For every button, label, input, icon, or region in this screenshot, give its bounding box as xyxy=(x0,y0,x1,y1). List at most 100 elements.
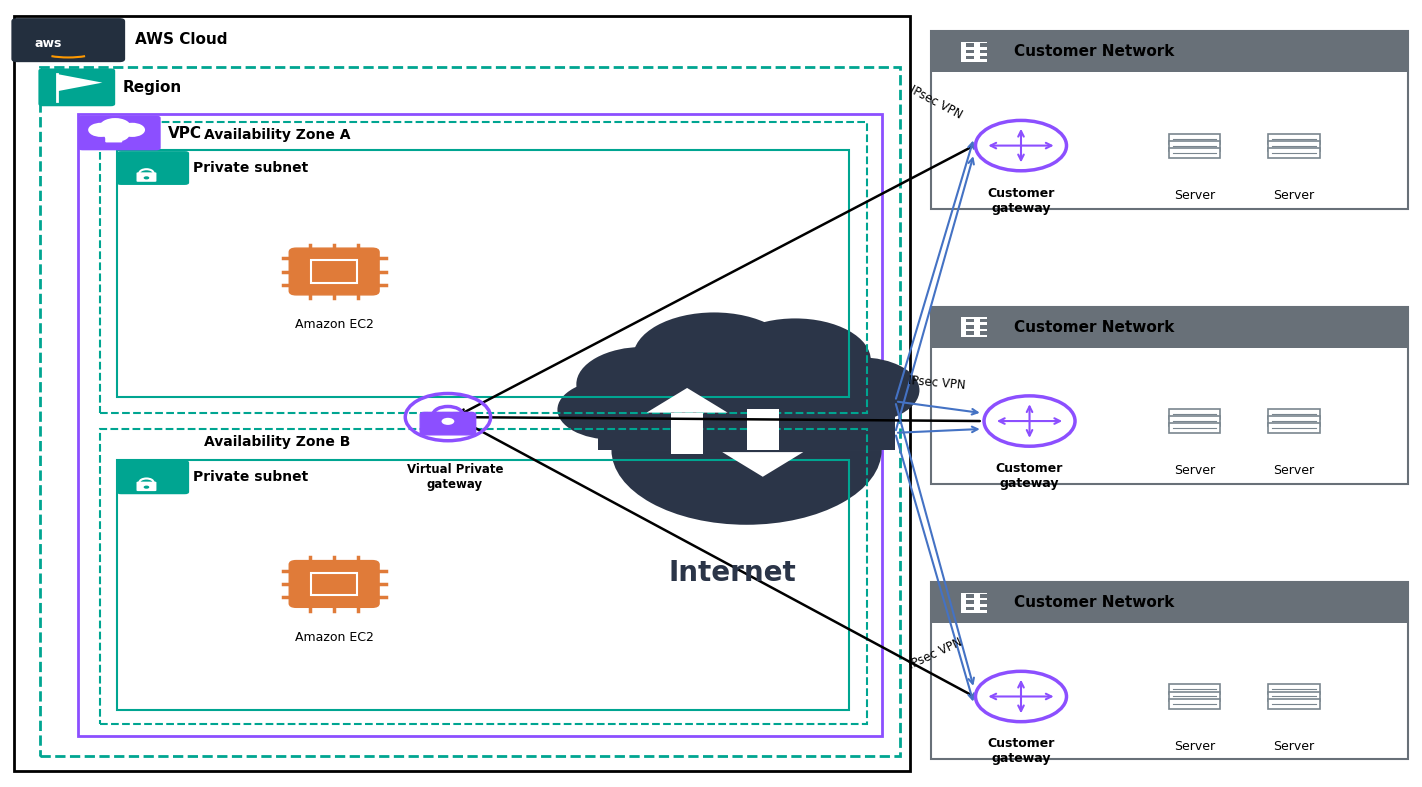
Bar xyxy=(961,42,987,62)
Bar xyxy=(1268,148,1320,157)
Bar xyxy=(1169,699,1220,708)
Wedge shape xyxy=(611,450,882,525)
Bar xyxy=(117,150,849,397)
Bar xyxy=(747,408,779,449)
Bar xyxy=(961,317,987,338)
Bar xyxy=(1169,134,1220,143)
Text: VPC: VPC xyxy=(168,125,202,141)
FancyBboxPatch shape xyxy=(117,151,189,185)
Bar xyxy=(981,50,988,54)
FancyBboxPatch shape xyxy=(38,68,115,106)
Text: Amazon EC2: Amazon EC2 xyxy=(294,631,374,644)
Text: IPsec VPN: IPsec VPN xyxy=(909,375,966,392)
FancyBboxPatch shape xyxy=(289,560,380,608)
Bar xyxy=(981,600,988,604)
Text: Private subnet: Private subnet xyxy=(193,161,309,175)
Text: Customer Network: Customer Network xyxy=(1014,320,1175,335)
FancyBboxPatch shape xyxy=(421,412,475,434)
Text: Virtual Private
gateway: Virtual Private gateway xyxy=(407,463,503,491)
Bar xyxy=(931,307,1408,348)
Polygon shape xyxy=(722,452,803,477)
Circle shape xyxy=(119,123,145,137)
Bar xyxy=(967,319,974,322)
Circle shape xyxy=(104,127,129,142)
FancyBboxPatch shape xyxy=(137,172,156,182)
Circle shape xyxy=(144,486,149,489)
Bar xyxy=(931,582,1408,623)
Circle shape xyxy=(801,357,920,423)
Bar xyxy=(967,594,974,597)
Bar xyxy=(1169,685,1220,694)
Text: IPsec VPN: IPsec VPN xyxy=(907,635,964,671)
Bar xyxy=(1169,409,1220,419)
Bar xyxy=(14,16,910,771)
Text: Customer
gateway: Customer gateway xyxy=(995,462,1064,490)
Bar xyxy=(981,325,988,329)
Bar xyxy=(311,260,357,283)
Bar xyxy=(967,56,974,60)
Bar xyxy=(931,31,1408,72)
FancyBboxPatch shape xyxy=(117,460,189,494)
Polygon shape xyxy=(57,74,102,91)
Bar xyxy=(931,307,1408,484)
Bar xyxy=(981,607,988,611)
Text: Private subnet: Private subnet xyxy=(193,470,309,484)
Bar xyxy=(1169,148,1220,157)
Text: Server: Server xyxy=(1175,740,1214,753)
Circle shape xyxy=(557,379,665,439)
FancyBboxPatch shape xyxy=(289,248,380,295)
Bar xyxy=(1268,416,1320,426)
Bar xyxy=(981,43,988,46)
Text: Customer Network: Customer Network xyxy=(1014,595,1175,611)
Bar xyxy=(931,31,1408,209)
Text: IPsec VPN: IPsec VPN xyxy=(907,83,964,121)
Bar xyxy=(78,114,882,736)
Bar xyxy=(1169,141,1220,150)
Bar xyxy=(967,43,974,46)
Bar xyxy=(981,56,988,60)
Bar xyxy=(1268,134,1320,143)
Circle shape xyxy=(720,319,870,402)
Text: Customer Network: Customer Network xyxy=(1014,44,1175,60)
Text: Amazon EC2: Amazon EC2 xyxy=(294,318,374,331)
Bar xyxy=(967,331,974,335)
Bar xyxy=(961,593,987,613)
Circle shape xyxy=(88,123,114,137)
Circle shape xyxy=(633,312,795,402)
Polygon shape xyxy=(647,388,728,412)
Bar xyxy=(40,67,900,756)
Bar xyxy=(1169,423,1220,433)
Circle shape xyxy=(576,347,711,422)
Text: Server: Server xyxy=(1274,464,1314,478)
Bar xyxy=(100,429,867,724)
Text: aws: aws xyxy=(34,37,61,50)
Text: Server: Server xyxy=(1274,740,1314,753)
Bar xyxy=(967,50,974,54)
Text: Region: Region xyxy=(122,79,182,95)
Text: Customer
gateway: Customer gateway xyxy=(987,187,1055,215)
Text: Internet: Internet xyxy=(668,559,796,587)
Bar xyxy=(671,412,704,454)
Text: Customer
gateway: Customer gateway xyxy=(987,737,1055,766)
Circle shape xyxy=(100,118,131,135)
FancyBboxPatch shape xyxy=(11,18,125,62)
Circle shape xyxy=(144,176,149,179)
Bar xyxy=(967,607,974,611)
Text: Availability Zone B: Availability Zone B xyxy=(205,435,350,449)
FancyBboxPatch shape xyxy=(105,135,122,142)
Bar xyxy=(100,122,867,413)
Bar xyxy=(1169,692,1220,701)
Bar xyxy=(1268,141,1320,150)
Text: Server: Server xyxy=(1175,189,1214,202)
Text: Server: Server xyxy=(1274,189,1314,202)
Text: Availability Zone A: Availability Zone A xyxy=(203,128,351,142)
Bar xyxy=(117,460,849,710)
Bar xyxy=(967,325,974,329)
Bar xyxy=(931,582,1408,759)
Bar xyxy=(1268,699,1320,708)
Bar xyxy=(981,594,988,597)
FancyBboxPatch shape xyxy=(78,116,161,150)
Bar xyxy=(311,573,357,595)
Bar xyxy=(981,331,988,335)
Circle shape xyxy=(441,418,455,425)
